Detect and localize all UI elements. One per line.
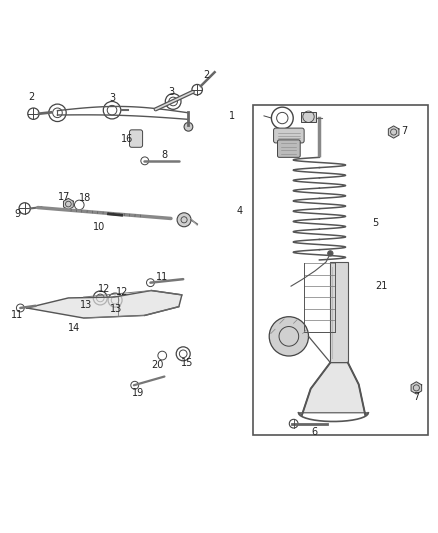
Circle shape [269, 317, 308, 356]
Polygon shape [64, 198, 73, 210]
Bar [300, 111, 316, 122]
Text: 3: 3 [168, 87, 174, 97]
Text: 4: 4 [237, 206, 243, 216]
Polygon shape [298, 362, 368, 415]
Circle shape [328, 251, 333, 256]
Text: 12: 12 [98, 284, 110, 294]
Circle shape [184, 123, 193, 131]
Text: 21: 21 [376, 281, 388, 291]
Text: 2: 2 [28, 92, 34, 102]
Polygon shape [411, 382, 422, 394]
Bar [330, 262, 348, 362]
Text: 2: 2 [203, 70, 209, 80]
Text: 13: 13 [110, 304, 123, 314]
Text: 10: 10 [93, 222, 105, 232]
FancyBboxPatch shape [278, 140, 300, 157]
Text: 11: 11 [11, 310, 23, 320]
Circle shape [177, 213, 191, 227]
Text: 7: 7 [413, 392, 420, 402]
Text: 20: 20 [151, 360, 163, 370]
Text: 7: 7 [402, 126, 408, 136]
Text: 17: 17 [58, 192, 70, 201]
Polygon shape [389, 126, 399, 138]
Text: 13: 13 [80, 300, 92, 310]
Text: 14: 14 [68, 322, 80, 333]
Text: 19: 19 [132, 388, 145, 398]
Bar [253, 105, 427, 434]
Text: 5: 5 [372, 218, 378, 228]
Text: 9: 9 [14, 209, 20, 219]
FancyBboxPatch shape [274, 128, 304, 143]
Text: 15: 15 [181, 358, 194, 368]
Text: 12: 12 [116, 287, 128, 297]
Text: 11: 11 [156, 271, 168, 281]
Text: 3: 3 [109, 93, 115, 103]
Text: 8: 8 [161, 150, 167, 160]
Text: 6: 6 [311, 427, 317, 438]
Text: 18: 18 [79, 193, 91, 204]
FancyBboxPatch shape [130, 130, 143, 147]
Text: 1: 1 [229, 111, 235, 122]
Polygon shape [27, 290, 182, 318]
Text: 16: 16 [121, 134, 134, 143]
